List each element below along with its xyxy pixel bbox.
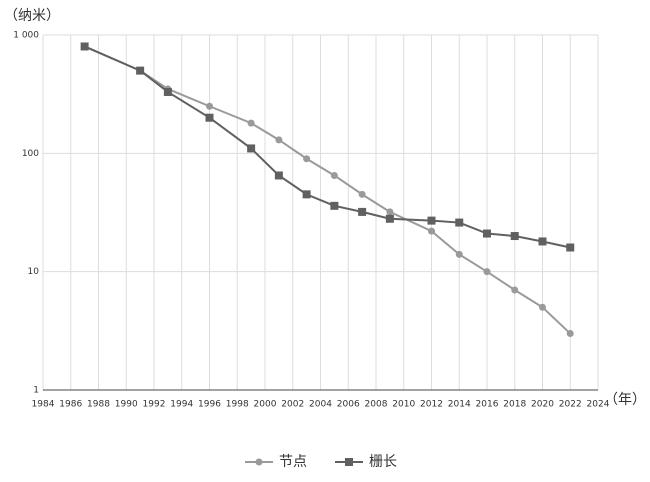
marker — [302, 190, 311, 199]
y-axis-label: （纳米） — [4, 8, 60, 24]
marker — [511, 286, 519, 294]
marker — [428, 227, 435, 235]
x-tick-label: 2010 — [392, 400, 415, 410]
marker — [538, 237, 547, 246]
marker — [539, 303, 546, 311]
x-tick-label: 2016 — [476, 400, 499, 410]
x-tick-label: 1984 — [32, 400, 55, 410]
marker — [483, 229, 491, 238]
x-tick-label: 1996 — [198, 400, 221, 410]
marker — [163, 87, 172, 96]
x-tick-label: 1988 — [87, 400, 110, 410]
marker — [358, 190, 366, 198]
marker — [510, 232, 519, 241]
marker — [80, 42, 89, 51]
y-tick-label: 1 000 — [13, 31, 39, 41]
legend-label: 栅长 — [369, 454, 397, 470]
marker — [247, 119, 255, 127]
marker — [345, 458, 353, 466]
y-tick-label: 10 — [28, 267, 40, 277]
marker — [247, 144, 256, 153]
marker — [455, 218, 464, 227]
legend-label: 节点 — [279, 454, 307, 470]
x-tick-label: 2014 — [448, 400, 471, 410]
x-axis-label: （年） — [604, 392, 646, 408]
series-line — [84, 45, 571, 335]
marker — [303, 155, 311, 163]
marker — [386, 208, 394, 216]
x-tick-label: 2006 — [337, 400, 360, 410]
x-tick-label: 1990 — [115, 400, 138, 410]
x-tick-label: 2020 — [531, 400, 554, 410]
x-tick-label: 2012 — [420, 400, 443, 410]
x-tick-label: 2004 — [309, 400, 332, 410]
x-tick-label: 1992 — [143, 400, 166, 410]
y-tick-label: 100 — [22, 149, 39, 159]
marker — [483, 268, 491, 276]
x-tick-label: 2022 — [559, 400, 582, 410]
x-tick-label: 2000 — [254, 400, 277, 410]
x-tick-label: 1986 — [59, 400, 82, 410]
x-tick-label: 2018 — [503, 400, 526, 410]
marker — [136, 66, 145, 75]
marker — [205, 113, 214, 122]
marker — [385, 214, 394, 223]
marker — [358, 207, 367, 216]
marker — [455, 250, 463, 258]
x-tick-label: 2024 — [587, 400, 610, 410]
x-tick-label: 2002 — [281, 400, 304, 410]
marker — [330, 201, 339, 210]
y-tick-label: 1 — [33, 386, 39, 396]
marker — [566, 330, 574, 338]
x-tick-label: 1994 — [170, 400, 193, 410]
marker — [275, 136, 283, 144]
marker — [566, 243, 575, 252]
x-tick-label: 1998 — [226, 400, 249, 410]
marker — [427, 216, 436, 225]
series-line — [84, 45, 571, 249]
marker — [274, 171, 283, 180]
marker — [255, 458, 263, 466]
marker — [330, 171, 338, 179]
marker — [206, 102, 213, 110]
x-tick-label: 2008 — [365, 400, 388, 410]
